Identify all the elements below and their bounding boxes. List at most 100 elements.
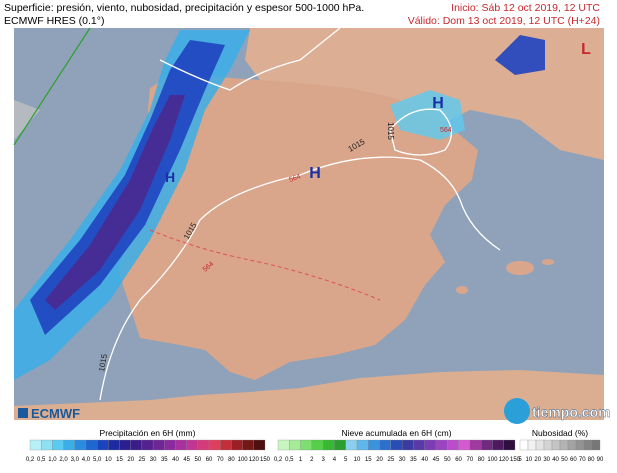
legend-swatch	[356, 439, 369, 451]
legend-label: 70	[579, 457, 586, 463]
legend-label: 5,0	[93, 457, 102, 463]
legend-swatch	[152, 439, 165, 451]
legend-swatch	[424, 439, 437, 451]
legend-label: 1	[299, 457, 303, 463]
legend-title: Nubosidad (%)	[532, 428, 588, 438]
legend-label: 25	[139, 457, 146, 463]
legend-label: 50	[444, 457, 451, 463]
legend-label: 30	[543, 457, 550, 463]
legend-label: 0,5	[285, 457, 294, 463]
legend-swatch	[63, 439, 75, 451]
pressure-center: H	[309, 165, 321, 182]
precip-ebro	[390, 90, 465, 140]
legend-swatch	[458, 439, 471, 451]
isobar	[389, 108, 452, 156]
mallorca	[506, 261, 534, 275]
legend-label: 20	[376, 457, 383, 463]
legend-label: 1,0	[48, 457, 57, 463]
legend-label: 50	[561, 457, 568, 463]
legend-swatch	[186, 439, 199, 451]
legend-label: 60	[206, 457, 213, 463]
legend-label: 2	[310, 457, 314, 463]
legend-swatch	[311, 439, 324, 451]
legend-label: 5	[344, 457, 348, 463]
pressure-center: H	[165, 169, 175, 185]
legend-swatch	[583, 439, 593, 451]
legend-swatch	[480, 439, 493, 451]
legend-swatch	[390, 439, 403, 451]
legend-label: 4	[333, 457, 337, 463]
legend-label: 40	[421, 457, 428, 463]
legend-label: 5	[518, 457, 522, 463]
africa	[14, 370, 604, 420]
legend-label: 120	[249, 457, 260, 463]
legend-label: 100	[487, 457, 498, 463]
ibiza	[456, 286, 468, 294]
legend-swatch	[277, 439, 290, 451]
legend-swatch	[368, 439, 380, 451]
legend-label: 25	[388, 457, 395, 463]
legend-label: 3	[321, 457, 325, 463]
legend-swatch	[231, 439, 243, 451]
isobar-label: 1015	[97, 353, 109, 373]
legend-swatch	[591, 439, 601, 451]
legend-label: 80	[228, 457, 235, 463]
model: ECMWF HRES (0.1°)	[4, 15, 104, 27]
cloud	[14, 100, 40, 140]
legend-swatch	[503, 439, 516, 451]
pressure-center: H	[432, 95, 444, 112]
thickness-label: 564	[288, 173, 301, 184]
legend-label: 80	[478, 457, 485, 463]
legend-swatch	[527, 439, 537, 451]
legend-title: Nieve acumulada en 6H (cm)	[341, 428, 451, 438]
legend-swatch	[175, 439, 187, 451]
legend-swatch	[469, 439, 482, 451]
tiempo-logo	[504, 398, 530, 424]
map: H H H L 1015 1015 1015 1015 564 564 564	[13, 27, 604, 420]
legend-label: 40	[172, 457, 179, 463]
isobar-label: 1015	[386, 122, 395, 140]
legend-swatch	[575, 439, 585, 451]
legend-swatch	[242, 439, 254, 451]
brand-left: ECMWF	[31, 406, 80, 421]
legend-label: 60	[455, 457, 462, 463]
legend-swatch	[567, 439, 577, 451]
legend-swatch	[220, 439, 232, 451]
grid-edge	[13, 27, 91, 146]
isobar	[99, 156, 501, 401]
legend-label: 10	[526, 457, 533, 463]
legend-label: 90	[597, 457, 604, 463]
legend-swatch	[29, 439, 42, 451]
legend-swatch	[119, 439, 131, 451]
legend-swatch	[108, 439, 120, 451]
legend-label: 0,2	[26, 457, 35, 463]
legend-label: 15	[116, 457, 123, 463]
legend-title: Precipitación en 6H (mm)	[100, 428, 196, 438]
legend-label: 3,0	[71, 457, 80, 463]
legend-label: 35	[161, 457, 168, 463]
legend-swatch	[401, 439, 414, 451]
legend-swatch	[253, 439, 266, 451]
thickness-label: 564	[440, 127, 452, 134]
legend-swatch	[345, 439, 358, 451]
legend-swatch	[379, 439, 392, 451]
legend-swatch	[435, 439, 448, 451]
legend-swatch	[164, 439, 176, 451]
legend-label: 60	[570, 457, 577, 463]
legend-swatch	[300, 439, 313, 451]
legends: Precipitación en 6H (mm) 0,2 0,5 1,0 2,0 3,0 4…	[26, 428, 604, 463]
legend-label: 20	[534, 457, 541, 463]
legend-label: 45	[183, 457, 190, 463]
legend-label: 15	[365, 457, 372, 463]
legend-label: 150	[260, 457, 271, 463]
legend-swatch	[334, 439, 346, 451]
precip-alps	[495, 35, 545, 75]
legend-swatch	[85, 439, 98, 451]
legend-label: 35	[410, 457, 417, 463]
legend-label: 2,0	[59, 457, 68, 463]
menorca	[542, 259, 554, 265]
legend-swatch	[413, 439, 425, 451]
legend-label: 120	[499, 457, 510, 463]
pressure-center: L	[581, 41, 591, 58]
